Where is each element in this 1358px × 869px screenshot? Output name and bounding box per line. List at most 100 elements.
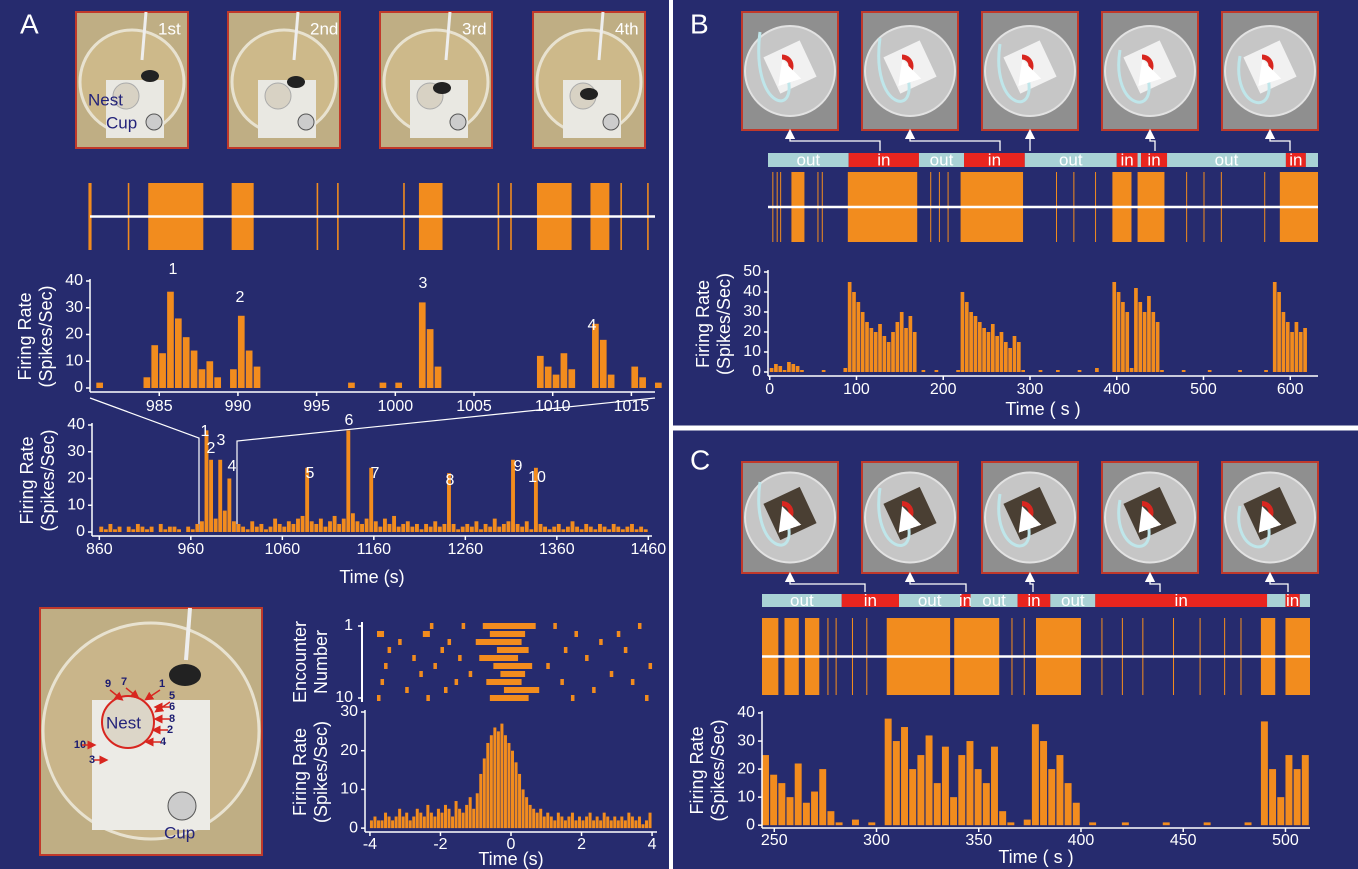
y-tick-label: 30 <box>737 732 755 749</box>
bar <box>557 524 561 532</box>
bar <box>1007 822 1014 825</box>
spike-burst <box>610 671 614 677</box>
spike-burst <box>493 663 532 669</box>
x-tick-label: 350 <box>965 832 992 849</box>
y-axis-label: Number <box>311 630 331 694</box>
bar <box>791 364 795 372</box>
bar <box>374 521 378 532</box>
bar <box>287 521 291 532</box>
spike-burst <box>574 631 578 637</box>
bar <box>778 366 782 372</box>
bar <box>398 809 401 828</box>
bar <box>230 369 237 388</box>
bar <box>966 741 973 825</box>
bar <box>608 375 615 388</box>
bar <box>520 527 524 532</box>
spike-burst <box>599 639 603 645</box>
bar <box>246 351 253 388</box>
bar <box>546 813 549 828</box>
bar <box>426 805 429 828</box>
bar <box>416 809 419 828</box>
bar <box>529 529 533 532</box>
x-tick-label: 1460 <box>631 541 667 558</box>
bar <box>1264 370 1268 372</box>
bar <box>241 527 245 532</box>
bar <box>486 743 489 828</box>
bar <box>639 527 643 532</box>
bar <box>1290 332 1294 372</box>
bar <box>269 527 273 532</box>
bar <box>186 527 190 532</box>
x-tick-label: 1000 <box>378 398 414 415</box>
bar <box>433 817 436 829</box>
bar <box>365 519 369 532</box>
bar <box>625 527 629 532</box>
y-axis-label: Firing Rate <box>15 292 35 380</box>
bar <box>442 524 446 532</box>
x-tick-label: 1160 <box>357 541 392 558</box>
y-tick-label: 0 <box>746 816 755 833</box>
annotation: 1 <box>201 423 210 440</box>
photo-label: 2nd <box>310 19 338 38</box>
photo-label: 1st <box>158 19 181 38</box>
y-axis-label: (Spikes/Sec) <box>311 721 331 823</box>
bar <box>342 519 346 532</box>
bar <box>479 529 483 532</box>
spike-burst <box>412 655 416 661</box>
spike-burst <box>592 687 596 693</box>
x-tick-label: -2 <box>433 836 447 853</box>
bar <box>437 809 440 828</box>
bar <box>969 312 973 372</box>
panel-label: B <box>690 8 709 39</box>
y-axis-label: (Spikes/Sec) <box>38 429 58 531</box>
spike-burst <box>560 679 564 685</box>
spike-burst <box>476 639 522 645</box>
y-axis-label: Encounter <box>290 621 310 703</box>
bar <box>787 797 794 825</box>
bar <box>430 813 433 828</box>
bar <box>429 527 433 532</box>
y-tick-label: 40 <box>737 704 755 721</box>
bar <box>560 817 563 829</box>
state-label: in <box>1175 591 1188 610</box>
bar <box>333 516 337 532</box>
bar <box>1156 322 1160 372</box>
bar <box>1285 755 1292 825</box>
bar <box>822 370 826 372</box>
bar <box>488 527 492 532</box>
spike-burst <box>479 655 518 661</box>
bar <box>472 809 475 828</box>
panel-label: C <box>690 444 710 475</box>
bar <box>1134 288 1138 372</box>
y-axis-label: (Spikes/Sec) <box>714 273 734 375</box>
bar <box>377 820 380 828</box>
bar <box>956 370 960 372</box>
bar <box>848 282 852 372</box>
page: A B C 1st2nd3rd4thNestCupNestCup97156824… <box>0 0 1358 869</box>
bar <box>543 817 546 829</box>
bar <box>254 367 261 388</box>
bar <box>582 820 585 828</box>
bar <box>561 353 568 388</box>
bar <box>639 377 646 388</box>
state-segment <box>1138 153 1141 167</box>
bar <box>958 755 965 825</box>
state-label: in <box>1147 150 1160 169</box>
bar <box>237 524 241 532</box>
x-tick-label: 985 <box>146 398 173 415</box>
bar <box>415 524 419 532</box>
bar <box>568 369 575 388</box>
figure: A B C 1st2nd3rd4thNestCupNestCup97156824… <box>0 0 1358 869</box>
spike-burst <box>649 663 653 669</box>
bar <box>384 813 387 828</box>
y-axis-label: Firing Rate <box>687 726 707 814</box>
bar <box>391 820 394 828</box>
spike-burst <box>388 647 392 653</box>
bar <box>630 524 634 532</box>
y-axis-label: Firing Rate <box>290 728 310 816</box>
bar <box>1282 312 1286 372</box>
y-tick-label: 20 <box>340 742 358 759</box>
bar <box>585 817 588 829</box>
bar <box>991 747 998 826</box>
bar <box>273 519 277 532</box>
